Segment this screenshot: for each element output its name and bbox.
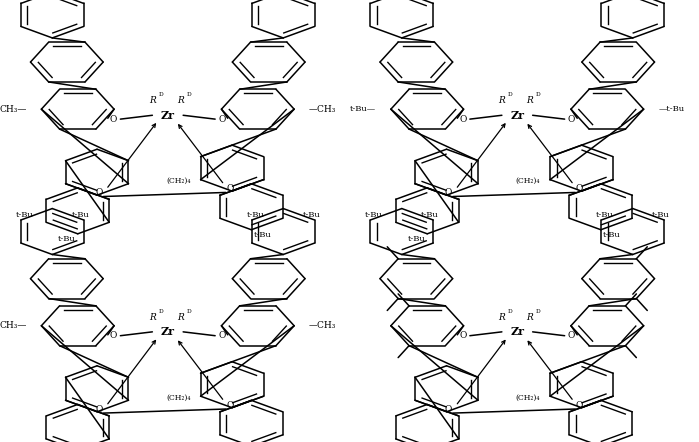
Text: CH₃—: CH₃— <box>0 321 27 330</box>
Text: O: O <box>110 114 117 124</box>
Text: CH₃—: CH₃— <box>0 105 27 114</box>
Text: D: D <box>508 309 512 314</box>
Text: t-Bu: t-Bu <box>365 211 382 219</box>
Text: O: O <box>576 401 583 410</box>
Text: D: D <box>159 92 163 97</box>
Text: R: R <box>149 313 156 322</box>
Text: O: O <box>219 331 226 340</box>
Text: D: D <box>187 309 191 314</box>
Text: O: O <box>568 114 575 124</box>
Text: D: D <box>508 92 512 97</box>
Text: O: O <box>219 114 226 124</box>
Text: t-Bu: t-Bu <box>303 211 320 219</box>
Text: t-Bu: t-Bu <box>652 211 670 219</box>
Text: O: O <box>459 114 466 124</box>
Text: D: D <box>187 92 191 97</box>
Text: R: R <box>177 96 184 105</box>
Text: —t-Bu: —t-Bu <box>658 105 684 113</box>
Text: (CH₂)₄: (CH₂)₄ <box>516 177 540 185</box>
Text: R: R <box>526 96 533 105</box>
Text: O: O <box>445 188 452 198</box>
Text: t-Bu: t-Bu <box>652 0 670 2</box>
Text: t-Bu—: t-Bu— <box>350 105 376 113</box>
Text: O: O <box>459 331 466 340</box>
Text: Zr: Zr <box>161 110 175 121</box>
Text: O: O <box>226 401 233 410</box>
Text: t-Bu: t-Bu <box>596 211 614 219</box>
Text: Zr: Zr <box>510 110 524 121</box>
Text: t-Bu: t-Bu <box>365 0 382 2</box>
Text: O: O <box>96 405 103 414</box>
Text: t-Bu: t-Bu <box>246 0 264 2</box>
Text: R: R <box>498 96 505 105</box>
Text: t-Bu: t-Bu <box>303 0 320 2</box>
Text: t-Bu: t-Bu <box>603 231 621 239</box>
Text: t-Bu: t-Bu <box>58 235 75 243</box>
Text: t-Bu: t-Bu <box>408 235 425 243</box>
Text: Zr: Zr <box>161 326 175 337</box>
Text: t-Bu: t-Bu <box>246 211 264 219</box>
Text: t-Bu: t-Bu <box>596 0 614 2</box>
Text: D: D <box>536 92 540 97</box>
Text: O: O <box>576 184 583 194</box>
Text: (CH₂)₄: (CH₂)₄ <box>166 177 191 185</box>
Text: t-Bu: t-Bu <box>71 211 89 219</box>
Text: O: O <box>568 331 575 340</box>
Text: Zr: Zr <box>510 326 524 337</box>
Text: t-Bu: t-Bu <box>421 0 439 2</box>
Text: t-Bu: t-Bu <box>421 211 439 219</box>
Text: D: D <box>536 309 540 314</box>
Text: R: R <box>177 313 184 322</box>
Text: t-Bu: t-Bu <box>71 0 89 2</box>
Text: R: R <box>149 96 156 105</box>
Text: —CH₃: —CH₃ <box>309 321 336 330</box>
Text: (CH₂)₄: (CH₂)₄ <box>516 394 540 402</box>
Text: —CH₃: —CH₃ <box>309 105 336 114</box>
Text: O: O <box>110 331 117 340</box>
Text: (CH₂)₄: (CH₂)₄ <box>166 394 191 402</box>
Text: O: O <box>96 188 103 198</box>
Text: O: O <box>445 405 452 414</box>
Text: R: R <box>526 313 533 322</box>
Text: O: O <box>226 184 233 194</box>
Text: R: R <box>498 313 505 322</box>
Text: t-Bu: t-Bu <box>254 231 271 239</box>
Text: D: D <box>159 309 163 314</box>
Text: t-Bu: t-Bu <box>15 0 33 2</box>
Text: t-Bu: t-Bu <box>15 211 33 219</box>
